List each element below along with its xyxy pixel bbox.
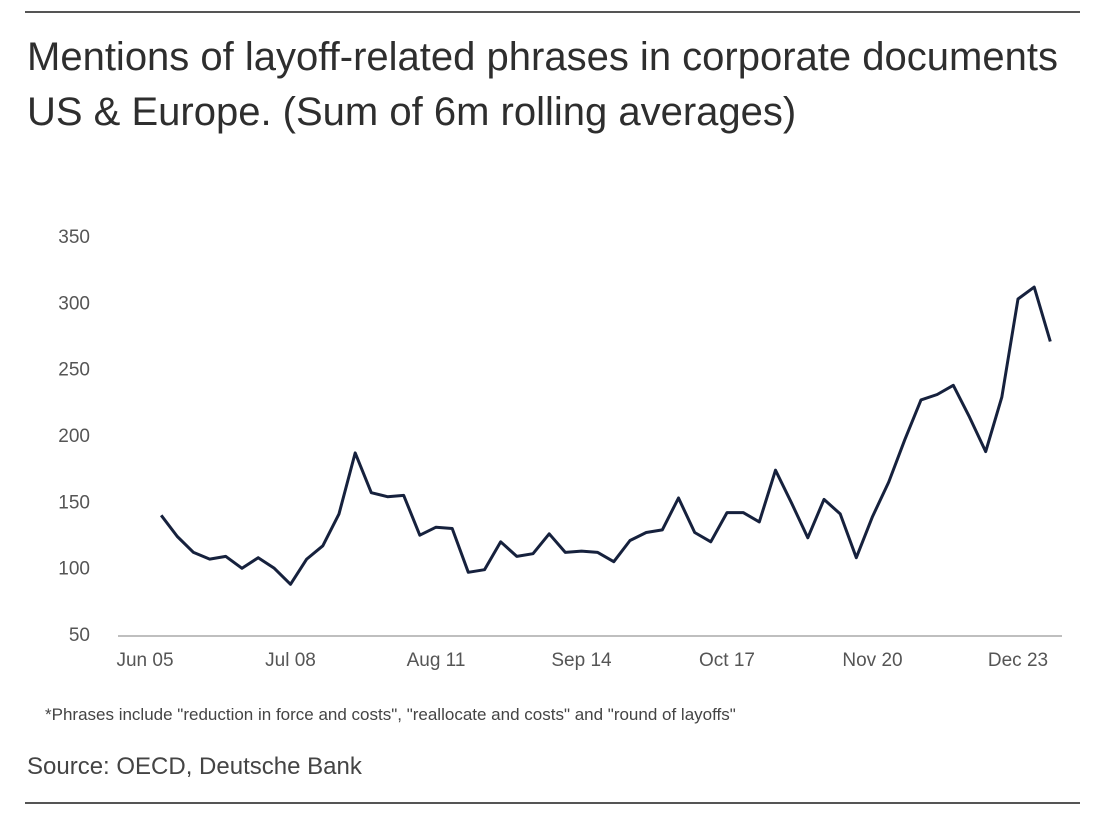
y-tick-label: 50 — [69, 625, 90, 646]
x-tick-label: Sep 14 — [551, 650, 612, 671]
y-tick-label: 150 — [58, 492, 90, 513]
y-tick-label: 350 — [58, 227, 90, 248]
bottom-rule — [25, 802, 1080, 804]
y-tick-label: 250 — [58, 360, 90, 381]
y-tick-label: 300 — [58, 293, 90, 314]
x-tick-label: Oct 17 — [699, 650, 755, 671]
y-tick-label: 200 — [58, 426, 90, 447]
x-tick-label: Jul 08 — [265, 650, 316, 671]
footnote: *Phrases include "reduction in force and… — [45, 705, 736, 724]
x-tick-label: Dec 23 — [988, 650, 1048, 671]
x-tick-label: Aug 11 — [407, 650, 466, 671]
y-tick-label: 100 — [58, 559, 90, 580]
chart-title: Mentions of layoff-related phrases in co… — [27, 35, 1058, 134]
line-series — [160, 285, 1052, 586]
x-tick-label: Jun 05 — [116, 650, 173, 671]
top-rule — [25, 11, 1080, 13]
source: Source: OECD, Deutsche Bank — [27, 753, 362, 780]
x-tick-label: Nov 20 — [842, 650, 902, 671]
